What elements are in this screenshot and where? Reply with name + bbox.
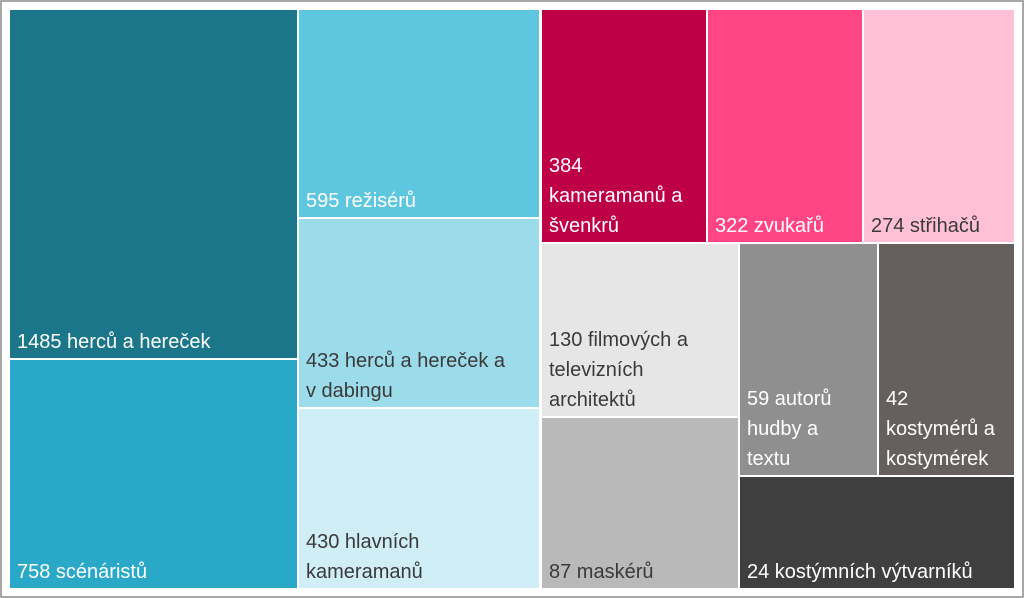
treemap-tile-label: 595 režisérů (306, 190, 416, 212)
treemap-tile-rect (10, 10, 297, 358)
treemap-tile-rect (299, 10, 539, 217)
treemap-tile-rect (864, 10, 1014, 242)
treemap-tile-rect (10, 360, 297, 588)
treemap-tile-label: 758 scénáristů (17, 561, 147, 583)
treemap-tile-label: 384 kameramanů a švenkrů (549, 155, 683, 237)
treemap-tile: 274 střihačů (864, 10, 1014, 242)
treemap-tile-rect (708, 10, 862, 242)
treemap-tile-rect (299, 409, 539, 588)
treemap-tile-label: 87 maskérů (549, 561, 654, 583)
treemap-tile: 59 autorů hudby a textu (740, 244, 877, 475)
treemap-tile: 130 filmových a televizních architektů (542, 244, 738, 416)
treemap-tile: 42 kostymérů a kostymérek (879, 244, 1014, 475)
treemap-tile-rect (299, 219, 539, 407)
treemap-tile-rect (740, 477, 1014, 588)
treemap-tile-label: 1485 herců a hereček (17, 331, 211, 353)
treemap-tile-rect (542, 10, 706, 242)
treemap-tile-label: 322 zvukařů (715, 215, 824, 237)
treemap-tile-rect (542, 418, 738, 588)
treemap-tile-rect (879, 244, 1014, 475)
treemap-tile: 595 režisérů (299, 10, 539, 217)
treemap-tile: 322 zvukařů (708, 10, 862, 242)
treemap-tile: 384 kameramanů a švenkrů (542, 10, 706, 242)
treemap-tile: 87 maskérů (542, 418, 738, 588)
treemap-tile: 24 kostýmních výtvarníků (740, 477, 1014, 588)
treemap-tile: 430 hlavních kameramanů (299, 409, 539, 588)
treemap-tile-label: 130 filmových a televizních architektů (549, 329, 689, 411)
treemap-tile-label: 59 autorů hudby a textu (747, 388, 832, 470)
treemap-tile: 758 scénáristů (10, 360, 297, 588)
treemap-tile-label: 42 kostymérů a kostymérek (886, 388, 996, 470)
treemap-tile: 1485 herců a hereček (10, 10, 297, 358)
treemap-tile-rect (542, 244, 738, 416)
treemap-tile-label: 274 střihačů (871, 215, 980, 237)
treemap-tile-rect (740, 244, 877, 475)
treemap-tile-label: 24 kostýmních výtvarníků (747, 561, 973, 583)
treemap-tile-label: 430 hlavních kameramanů (306, 531, 423, 583)
